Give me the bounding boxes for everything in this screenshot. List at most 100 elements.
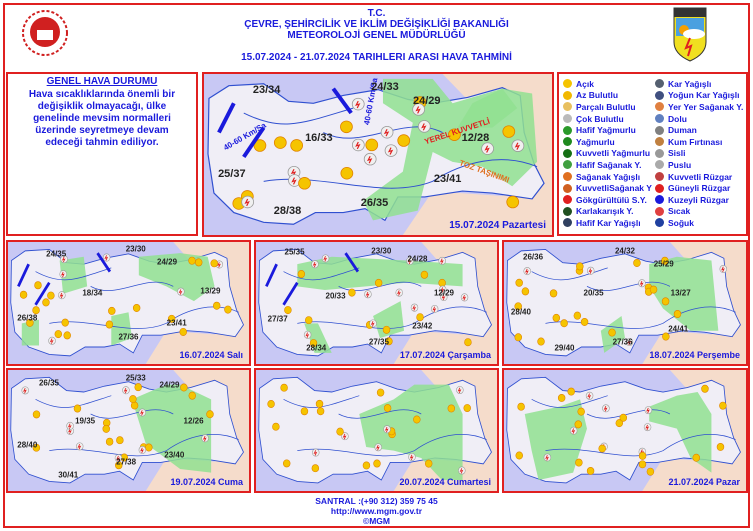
sun-icon xyxy=(560,319,568,328)
sun-icon xyxy=(576,262,584,271)
sun-icon xyxy=(719,401,727,410)
sun-icon xyxy=(577,407,585,416)
day-map-1: 16.07.2024 Salı 24/35 23/30 24/29 13/29 18/34… xyxy=(6,240,251,366)
rain-area xyxy=(297,256,463,291)
temperature-label: 18/34 xyxy=(82,288,103,298)
legend-item: Çok Bulutlu xyxy=(563,113,652,125)
lightning-icon xyxy=(291,177,297,185)
sun-icon xyxy=(54,330,63,339)
sun-icon xyxy=(701,384,709,393)
sun-icon xyxy=(102,424,110,433)
legend-item: Yağmurlu xyxy=(563,136,652,148)
temperature-label: 24/41 xyxy=(668,324,689,334)
sun-icon xyxy=(416,313,424,322)
sun-icon xyxy=(633,258,641,267)
sun-icon xyxy=(420,270,429,279)
temperature-label: 30/41 xyxy=(58,470,79,480)
rain-area xyxy=(524,399,587,480)
temperature-label: 12/29 xyxy=(433,288,454,298)
legend-item: Sağanak Yağışlı xyxy=(563,171,652,183)
sun-icon xyxy=(300,407,309,416)
lightning-icon xyxy=(49,338,54,344)
lightning-icon xyxy=(571,428,576,434)
lightning-icon xyxy=(432,306,437,313)
sun-icon xyxy=(673,310,682,319)
main-forecast-map: YEREL KUVVETLİ TOZ TAŞINIMI 40-60 Km/Sa … xyxy=(202,72,554,237)
sun-icon xyxy=(273,136,287,149)
lightning-icon xyxy=(639,280,644,287)
heavy-shower-icon xyxy=(563,183,572,193)
rain-area xyxy=(304,323,332,353)
legend-label: Yoğun Kar Yağışlı xyxy=(668,90,740,101)
lightning-icon xyxy=(342,433,347,440)
lightning-icon xyxy=(387,147,394,155)
temperature-label: 13/27 xyxy=(670,288,691,298)
region-boundary xyxy=(531,395,736,457)
sun-icon xyxy=(132,303,141,312)
map-canvas xyxy=(506,242,746,364)
lightning-icon xyxy=(415,106,421,114)
footer-url[interactable]: http://www.mgm.gov.tr xyxy=(330,506,423,516)
sun-icon xyxy=(362,461,371,470)
day-map-3: 18.07.2024 Perşembe 26/36 24/32 25/29 20/35 1… xyxy=(502,240,748,366)
ministry-seal-logo xyxy=(22,10,68,56)
rain-area xyxy=(457,88,518,128)
sun-icon xyxy=(63,331,71,340)
sun-icon xyxy=(447,404,456,413)
sun-icon xyxy=(515,278,523,287)
temperature-label: 25/33 xyxy=(125,373,146,383)
temperature-label: 16/33 xyxy=(305,132,333,145)
sun-icon xyxy=(646,467,655,476)
temperature-label: 27/37 xyxy=(267,314,288,324)
temperature-label: 23/41 xyxy=(166,318,187,328)
temperature-label: 24/29 xyxy=(412,95,441,108)
temperature-label: 25/35 xyxy=(284,247,305,257)
lightning-icon xyxy=(627,339,631,346)
fog-icon xyxy=(655,148,664,158)
lightning-icon xyxy=(376,444,380,451)
legend-item: Duman xyxy=(655,124,743,136)
temperature-label: 23/34 xyxy=(252,84,281,97)
sun-icon xyxy=(188,256,196,265)
lightning-icon xyxy=(313,450,318,456)
sun-icon xyxy=(575,458,583,467)
footer: SANTRAL :(+90 312) 359 75 45 http://www.… xyxy=(0,496,753,526)
sun-icon xyxy=(383,404,392,413)
sun-icon xyxy=(309,339,318,348)
sun-icon xyxy=(385,337,393,346)
lightning-icon xyxy=(61,256,66,263)
sun-icon xyxy=(716,442,725,451)
sun-icon xyxy=(373,459,381,468)
sun-icon xyxy=(61,318,69,327)
sun-icon xyxy=(502,125,516,138)
sun-icon xyxy=(374,278,383,287)
map-canvas xyxy=(10,242,249,364)
temperature-label: 27/36 xyxy=(612,337,633,347)
hot-icon xyxy=(655,206,664,216)
sun-icon xyxy=(311,464,320,473)
sun-icon xyxy=(282,459,291,468)
lightning-icon xyxy=(77,444,82,450)
legend-item: Yer Yer Sağanak Y. xyxy=(655,101,743,113)
strong-wind-icon xyxy=(655,172,664,182)
lightning-icon xyxy=(305,332,310,338)
snow-icon xyxy=(655,79,664,89)
sandstorm-icon xyxy=(655,137,664,147)
sun-icon xyxy=(573,311,582,320)
rain-area xyxy=(373,301,405,339)
sun-icon xyxy=(365,138,379,152)
temperature-label: 28/40 xyxy=(17,440,38,450)
lightning-icon xyxy=(412,305,417,311)
sun-icon xyxy=(563,79,572,89)
sun-icon xyxy=(692,453,701,462)
legend-label: KuvvetliSağanak Y xyxy=(576,183,652,194)
lightning-icon xyxy=(355,100,361,109)
rain-area xyxy=(111,312,132,346)
lightning-icon xyxy=(178,289,183,295)
sun-icon xyxy=(514,302,522,311)
legend-item: Parçalı Bulutlu xyxy=(563,101,652,113)
general-weather-panel: GENEL HAVA DURUMU Hava sıcaklıklarında ö… xyxy=(6,72,198,236)
lightning-icon xyxy=(140,410,144,416)
sun-icon xyxy=(348,288,356,297)
sun-icon xyxy=(290,139,304,152)
